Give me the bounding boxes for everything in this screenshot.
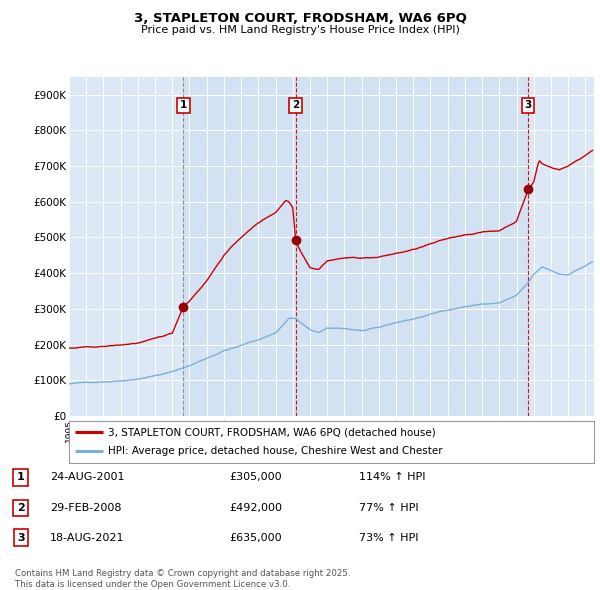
Text: 73% ↑ HPI: 73% ↑ HPI xyxy=(359,533,418,543)
Text: 3: 3 xyxy=(17,533,25,543)
Text: Contains HM Land Registry data © Crown copyright and database right 2025.
This d: Contains HM Land Registry data © Crown c… xyxy=(15,569,350,589)
Text: 2: 2 xyxy=(292,100,299,110)
Text: 1: 1 xyxy=(180,100,187,110)
Text: Price paid vs. HM Land Registry's House Price Index (HPI): Price paid vs. HM Land Registry's House … xyxy=(140,25,460,35)
Bar xyxy=(184,77,296,416)
Text: 3: 3 xyxy=(524,100,532,110)
Text: 2: 2 xyxy=(17,503,25,513)
Text: 3, STAPLETON COURT, FRODSHAM, WA6 6PQ: 3, STAPLETON COURT, FRODSHAM, WA6 6PQ xyxy=(134,12,466,25)
Text: 18-AUG-2021: 18-AUG-2021 xyxy=(50,533,125,543)
Text: HPI: Average price, detached house, Cheshire West and Chester: HPI: Average price, detached house, Ches… xyxy=(109,446,443,456)
Text: £305,000: £305,000 xyxy=(229,473,282,483)
Text: £492,000: £492,000 xyxy=(229,503,283,513)
Bar xyxy=(296,77,528,416)
Text: 3, STAPLETON COURT, FRODSHAM, WA6 6PQ (detached house): 3, STAPLETON COURT, FRODSHAM, WA6 6PQ (d… xyxy=(109,427,436,437)
Text: 77% ↑ HPI: 77% ↑ HPI xyxy=(359,503,418,513)
Text: 29-FEB-2008: 29-FEB-2008 xyxy=(50,503,122,513)
Text: 24-AUG-2001: 24-AUG-2001 xyxy=(50,473,125,483)
Text: £635,000: £635,000 xyxy=(229,533,282,543)
Text: 1: 1 xyxy=(17,473,25,483)
Text: 114% ↑ HPI: 114% ↑ HPI xyxy=(359,473,425,483)
